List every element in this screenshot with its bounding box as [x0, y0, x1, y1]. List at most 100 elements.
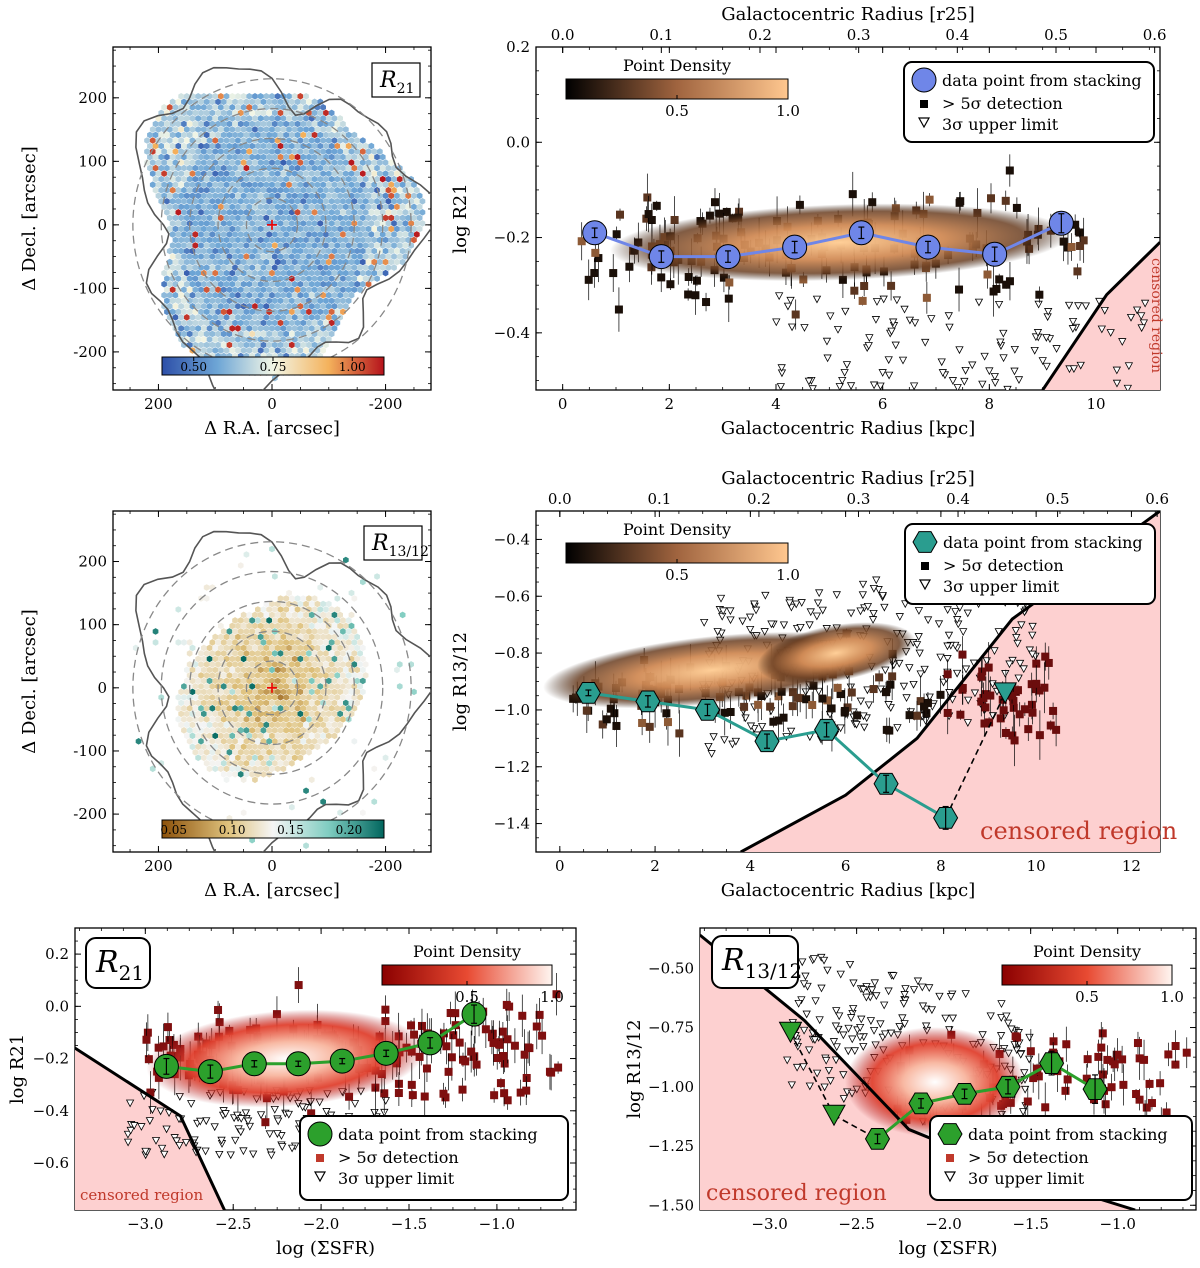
- detection-marker: [1012, 203, 1021, 212]
- density-colorbar-tick-label: 0.5: [665, 566, 689, 584]
- map-pixel: [209, 109, 216, 117]
- map-pixel: [289, 186, 295, 194]
- map-pixel: [303, 325, 309, 332]
- map-pixel: [249, 220, 255, 227]
- map-pixel: [323, 242, 329, 249]
- map-pixel: [198, 319, 204, 327]
- map-pixel: [323, 131, 329, 139]
- map-pixel: [323, 308, 329, 316]
- map-pixel: [252, 314, 258, 321]
- map-pixel: [411, 203, 417, 211]
- map-pixel: [181, 198, 187, 205]
- panel-label-main: R: [95, 945, 119, 980]
- map-pixel: [343, 192, 349, 200]
- map-pixel: [303, 225, 309, 233]
- map-pixel: [303, 214, 309, 222]
- map-pixel: [249, 142, 255, 150]
- map-pixel: [161, 170, 167, 177]
- map-pixel: [331, 314, 338, 321]
- map-pixel: [286, 115, 292, 122]
- map-pixel: [198, 98, 204, 106]
- map-pixel: [328, 198, 335, 205]
- map-pixel: [294, 242, 301, 249]
- map-pixel: [286, 688, 292, 696]
- map-pixel: [255, 297, 261, 305]
- map-pixel: [252, 644, 258, 652]
- map-pixel: [348, 611, 355, 619]
- map-pixel: [246, 192, 253, 200]
- map-pixel: [374, 275, 380, 282]
- map-pixel: [303, 655, 309, 663]
- map-pixel: [229, 754, 236, 762]
- map-pixel: [246, 137, 253, 144]
- map-pixel: [340, 120, 346, 128]
- map-pixel: [209, 672, 216, 679]
- map-pixel: [158, 694, 165, 701]
- map-pixel: [235, 126, 241, 133]
- detection-marker: [1005, 277, 1014, 286]
- map-pixel: [257, 754, 264, 762]
- y-tick-label: −0.2: [33, 1050, 69, 1068]
- map-pixel: [269, 170, 275, 177]
- map-pixel: [345, 164, 352, 172]
- map-pixel: [198, 716, 204, 723]
- map-pixel: [212, 754, 219, 762]
- detection-marker: [916, 697, 925, 706]
- map-pixel: [212, 280, 219, 288]
- map-pixel: [337, 137, 343, 144]
- map-pixel: [184, 137, 190, 144]
- map-pixel: [252, 203, 258, 211]
- map-pixel: [286, 611, 292, 619]
- map-pixel: [320, 347, 326, 354]
- map-pixel: [291, 622, 298, 630]
- map-pixel: [266, 253, 272, 260]
- upper-limit-marker: [1068, 317, 1078, 326]
- map-pixel: [252, 347, 258, 354]
- map-pixel: [269, 159, 275, 166]
- map-pixel: [192, 231, 199, 238]
- upper-limit-marker: [970, 689, 980, 698]
- y-tick-label: −0.4: [494, 324, 530, 342]
- map-pixel: [308, 269, 315, 277]
- map-pixel: [269, 314, 275, 321]
- map-pixel: [232, 661, 238, 668]
- map-pixel: [405, 225, 412, 233]
- map-pixel: [201, 743, 207, 751]
- map-pixel: [169, 286, 176, 293]
- map-pixel: [323, 198, 329, 205]
- map-pixel: [311, 705, 318, 712]
- map-pixel: [186, 716, 193, 723]
- map-pixel: [249, 175, 255, 183]
- map-pixel: [337, 644, 343, 652]
- map-pixel: [155, 126, 162, 133]
- map-pixel: [178, 137, 184, 144]
- map-pixel: [198, 297, 204, 305]
- map-pixel: [340, 209, 346, 216]
- detection-marker: [490, 1091, 499, 1100]
- detection-marker: [875, 673, 884, 682]
- map-pixel: [229, 126, 236, 133]
- map-pixel: [291, 754, 298, 762]
- upper-limit-marker: [157, 1144, 167, 1153]
- upper-limit-marker: [858, 580, 868, 589]
- map-pixel: [201, 148, 207, 155]
- map-pixel: [169, 153, 176, 161]
- map-pixel: [306, 264, 312, 271]
- map-pixel: [215, 275, 221, 282]
- map-pixel: [257, 258, 264, 266]
- map-pixel: [232, 175, 238, 183]
- upper-limit-marker: [980, 352, 989, 361]
- map-pixel: [223, 280, 230, 288]
- map-pixel: [257, 291, 264, 299]
- map-pixel: [169, 131, 176, 139]
- map-pixel: [203, 716, 210, 723]
- legend-detection-label: > 5σ detection: [338, 1148, 459, 1167]
- upper-limit-marker: [968, 361, 977, 370]
- map-pixel: [175, 253, 182, 260]
- x-axis-label: Galactocentric Radius [kpc]: [721, 418, 976, 439]
- map-pixel: [340, 275, 346, 282]
- map-pixel: [331, 633, 338, 641]
- map-pixel: [348, 291, 355, 299]
- map-pixel: [394, 214, 400, 222]
- x-tick-label: −1.5: [391, 1215, 427, 1233]
